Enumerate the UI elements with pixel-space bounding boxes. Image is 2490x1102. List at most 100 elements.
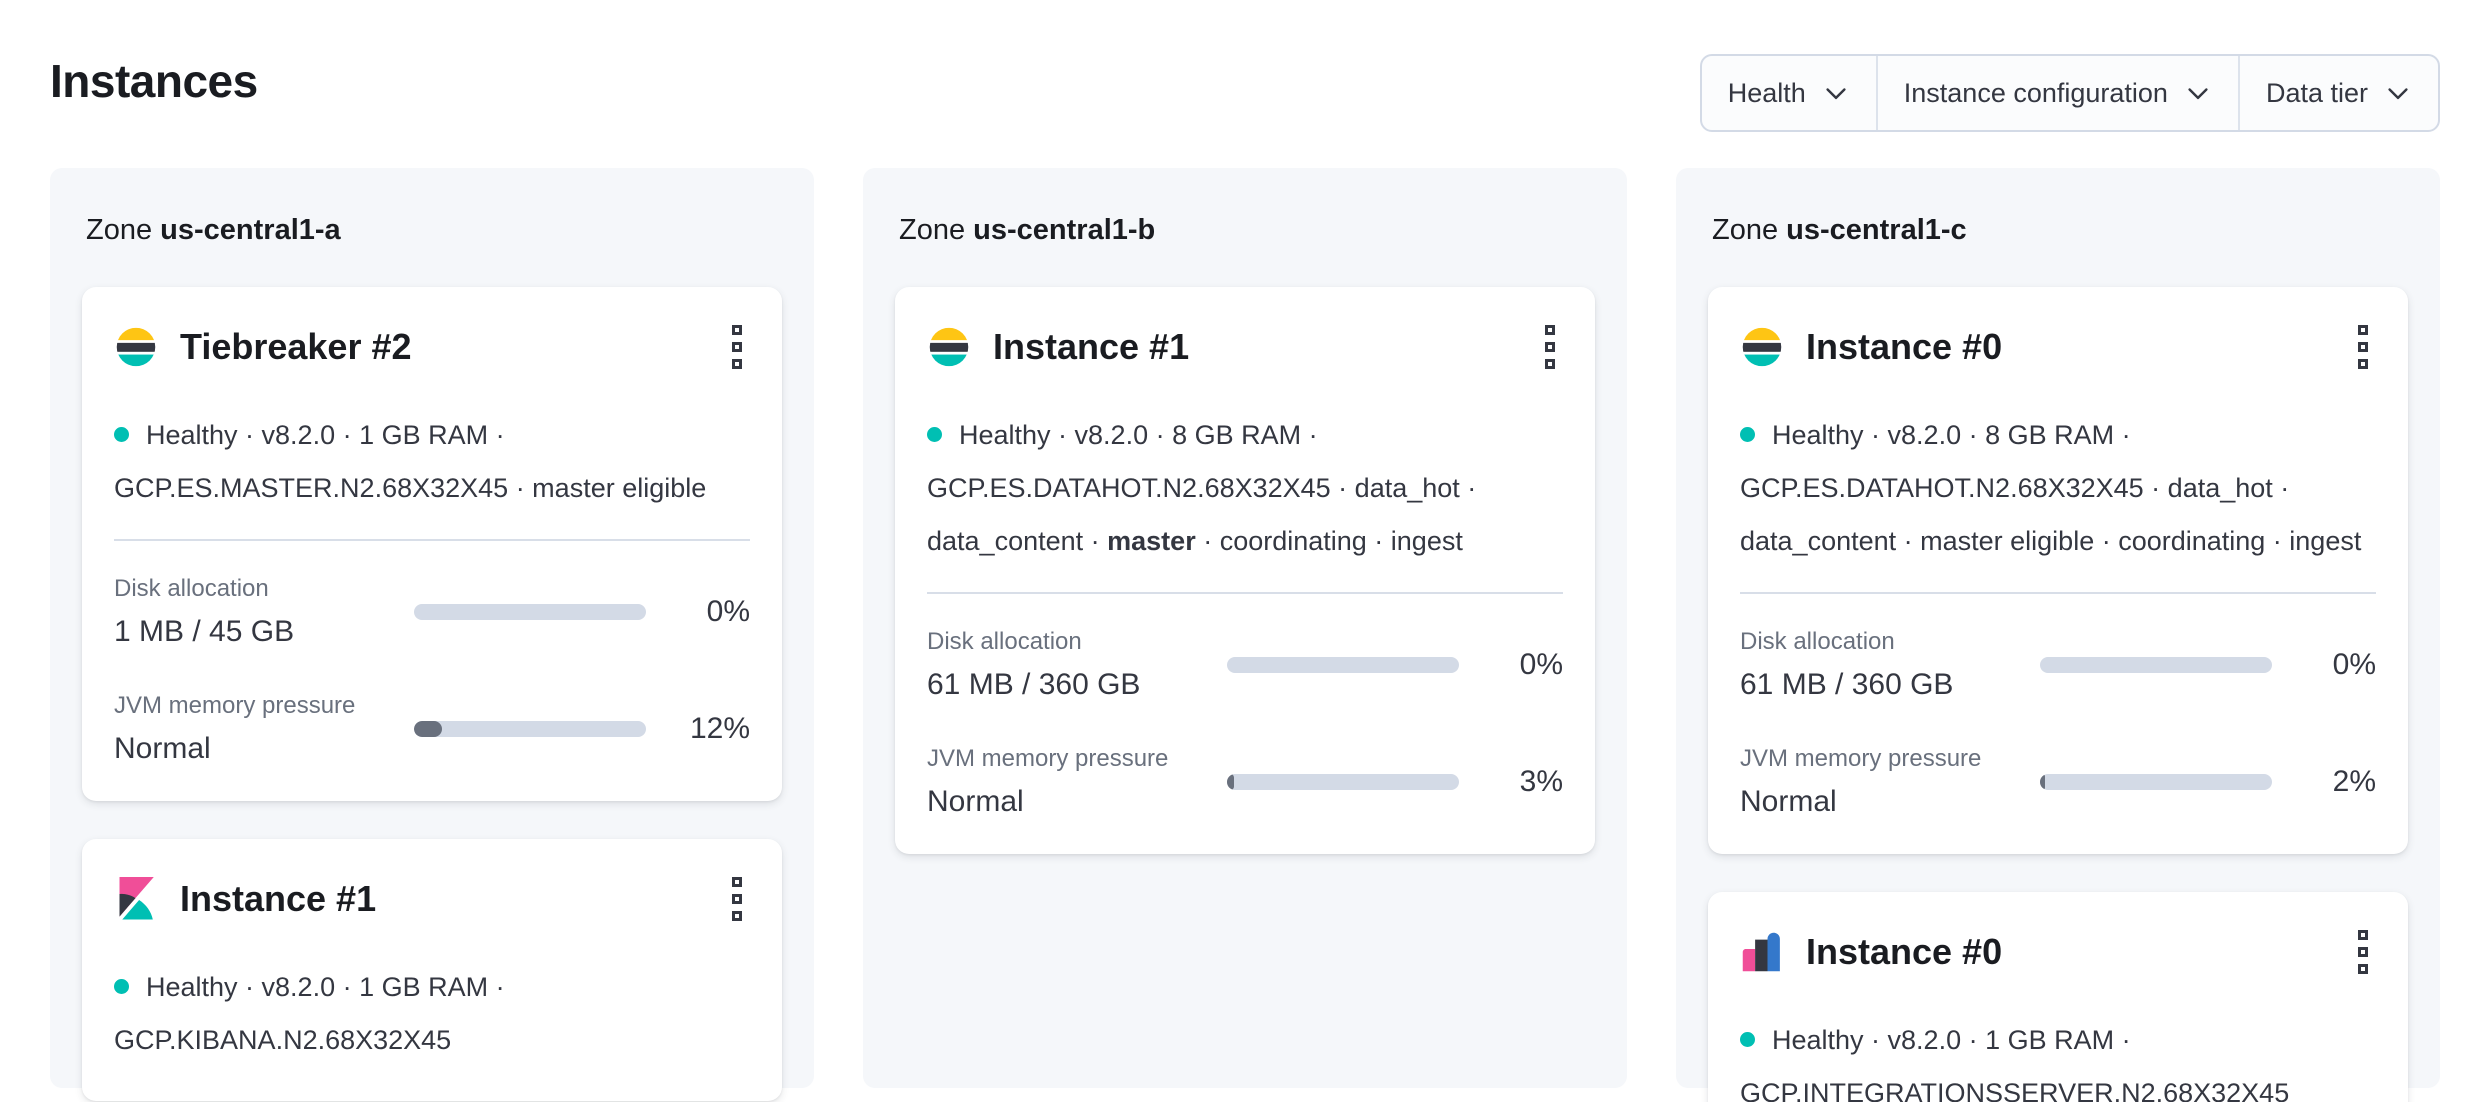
card-header: Tiebreaker #2 xyxy=(114,319,750,375)
disk-allocation-metric: Disk allocation 1 MB / 45 GB 0% xyxy=(114,575,750,650)
filter-data-tier-label: Data tier xyxy=(2265,77,2368,108)
health-dot-icon xyxy=(1740,427,1755,442)
instance-card-es-0: Instance #0 Healthy · v8.2.0 · 8 GB RAM … xyxy=(1708,287,2408,854)
instance-meta-text: Healthy · v8.2.0 · 1 GB RAM · GCP.KIBANA.… xyxy=(114,971,505,1055)
instance-meta-text: Healthy · v8.2.0 · 8 GB RAM · GCP.ES.DATA… xyxy=(1740,420,2362,556)
integrations-server-logo-icon xyxy=(1740,930,1784,974)
instance-meta: Healthy · v8.2.0 · 1 GB RAM · GCP.INTEGRA… xyxy=(1740,1014,2376,1102)
metric-percent: 0% xyxy=(1519,648,1563,682)
zone-header: Zone us-central1-c xyxy=(1712,214,2408,247)
metrics: Disk allocation 61 MB / 360 GB 0% JVM me… xyxy=(1740,628,2376,820)
elasticsearch-logo-icon xyxy=(1740,325,1784,369)
zone-word: Zone xyxy=(86,214,153,246)
card-header: Instance #1 xyxy=(927,319,1563,375)
health-dot-icon xyxy=(114,427,129,442)
metric-value: 61 MB / 360 GB xyxy=(1740,667,1954,701)
disk-usage-bar xyxy=(1227,657,1459,674)
zone-header: Zone us-central1-a xyxy=(86,214,782,247)
filter-health-button[interactable]: Health xyxy=(1702,56,1876,130)
instance-title: Instance #0 xyxy=(1806,326,2003,367)
metric-value: 61 MB / 360 GB xyxy=(927,667,1141,701)
instance-card-integrations-0: Instance #0 Healthy · v8.2.0 · 1 GB RAM … xyxy=(1708,891,2408,1102)
health-dot-icon xyxy=(1740,1031,1755,1047)
jvm-pressure-bar xyxy=(1227,774,1459,791)
chevron-down-icon xyxy=(1826,88,1846,100)
card-header: Instance #0 xyxy=(1740,319,2376,375)
divider xyxy=(927,592,1563,594)
instance-meta: Healthy · v8.2.0 · 1 GB RAM · GCP.ES.MAST… xyxy=(114,409,750,515)
metrics: Disk allocation 1 MB / 45 GB 0% JVM memo… xyxy=(114,575,750,767)
zone-header: Zone us-central1-b xyxy=(899,214,1595,247)
instance-meta-text: Healthy · v8.2.0 · 1 GB RAM · GCP.INTEGRA… xyxy=(1740,1024,2290,1102)
metric-value: Normal xyxy=(927,784,1024,818)
chevron-down-icon xyxy=(2388,88,2408,100)
filter-data-tier-button[interactable]: Data tier xyxy=(2237,56,2438,130)
filter-group: Health Instance configuration Data tier xyxy=(1699,54,2440,132)
instance-menu-button[interactable] xyxy=(724,871,750,927)
divider xyxy=(114,539,750,541)
instance-card-kibana-1: Instance #1 Healthy · v8.2.0 · 1 GB RAM … xyxy=(82,838,782,1101)
metric-value: Normal xyxy=(1740,784,1837,818)
instance-card-tiebreaker-2: Tiebreaker #2 Healthy · v8.2.0 · 1 GB RA… xyxy=(82,287,782,801)
instance-menu-button[interactable] xyxy=(724,319,750,375)
divider xyxy=(1740,592,2376,594)
metric-label: JVM memory pressure xyxy=(114,691,356,719)
zone-panel-us-central1-c: Zone us-central1-c Instance #0 xyxy=(1676,168,2440,1102)
elasticsearch-logo-icon xyxy=(927,325,971,369)
disk-allocation-metric: Disk allocation 61 MB / 360 GB 0% xyxy=(927,628,1563,703)
chevron-down-icon xyxy=(2188,88,2208,100)
page-title: Instances xyxy=(50,55,258,107)
card-header: Instance #0 xyxy=(1740,924,2376,980)
kebab-vertical-icon xyxy=(732,325,742,335)
instance-menu-button[interactable] xyxy=(1537,319,1563,375)
zone-name: us-central1-b xyxy=(973,214,1156,246)
zone-name: us-central1-a xyxy=(160,214,341,246)
zone-word: Zone xyxy=(899,214,966,246)
elasticsearch-logo-icon xyxy=(114,325,158,369)
jvm-pressure-bar xyxy=(2040,774,2272,791)
instance-meta-text: Healthy · v8.2.0 · 1 GB RAM · GCP.ES.MAST… xyxy=(114,420,707,503)
instance-meta: Healthy · v8.2.0 · 8 GB RAM · GCP.ES.DATA… xyxy=(1740,409,2376,568)
metric-percent: 2% xyxy=(2332,765,2376,799)
instance-meta: Healthy · v8.2.0 · 8 GB RAM · GCP.ES.DATA… xyxy=(927,409,1563,568)
card-header: Instance #1 xyxy=(114,871,750,927)
jvm-memory-pressure-metric: JVM memory pressure Normal 2% xyxy=(1740,745,2376,820)
disk-allocation-metric: Disk allocation 61 MB / 360 GB 0% xyxy=(1740,628,2376,703)
instance-title: Instance #0 xyxy=(1806,930,2003,972)
filter-instance-configuration-button[interactable]: Instance configuration xyxy=(1875,56,2238,130)
instance-title: Tiebreaker #2 xyxy=(180,326,412,367)
kebab-vertical-icon xyxy=(2358,325,2368,335)
metric-value: 1 MB / 45 GB xyxy=(114,614,295,648)
zone-word: Zone xyxy=(1712,214,1779,246)
kebab-vertical-icon xyxy=(2358,929,2368,940)
jvm-memory-pressure-metric: JVM memory pressure Normal 12% xyxy=(114,692,750,767)
metric-percent: 0% xyxy=(2332,648,2376,682)
jvm-pressure-bar xyxy=(414,721,646,738)
kebab-vertical-icon xyxy=(732,876,742,887)
metric-label: JVM memory pressure xyxy=(1740,744,1982,772)
kibana-logo-icon xyxy=(114,876,158,921)
metric-label: Disk allocation xyxy=(927,628,1082,655)
disk-usage-bar xyxy=(2040,657,2272,674)
instance-card-es-1: Instance #1 Healthy · v8.2.0 · 8 GB RAM … xyxy=(895,287,1595,854)
metrics: Disk allocation 61 MB / 360 GB 0% JVM me… xyxy=(927,628,1563,820)
zone-panel-us-central1-a: Zone us-central1-a Tiebreaker #2 xyxy=(50,168,814,1101)
jvm-memory-pressure-metric: JVM memory pressure Normal 3% xyxy=(927,745,1563,820)
instance-meta: Healthy · v8.2.0 · 1 GB RAM · GCP.KIBANA.… xyxy=(114,961,750,1067)
health-dot-icon xyxy=(114,978,129,994)
instance-menu-button[interactable] xyxy=(2350,924,2376,980)
zones-container: Zone us-central1-a Tiebreaker #2 xyxy=(50,168,2440,1102)
page-header: Instances Health Instance configuration … xyxy=(50,48,2440,132)
filter-instance-configuration-label: Instance configuration xyxy=(1903,77,2168,108)
zone-name: us-central1-c xyxy=(1786,214,1967,246)
health-dot-icon xyxy=(927,427,942,442)
zone-panel-us-central1-b: Zone us-central1-b Instance #1 xyxy=(863,168,1627,1088)
metric-label: Disk allocation xyxy=(114,575,269,602)
instance-meta-text: Healthy · v8.2.0 · 8 GB RAM · GCP.ES.DATA… xyxy=(927,420,1477,556)
metric-label: Disk allocation xyxy=(1740,628,1895,655)
filter-health-label: Health xyxy=(1727,77,1806,108)
metric-percent: 3% xyxy=(1519,765,1563,799)
disk-usage-bar xyxy=(414,604,646,621)
instance-menu-button[interactable] xyxy=(2350,319,2376,375)
